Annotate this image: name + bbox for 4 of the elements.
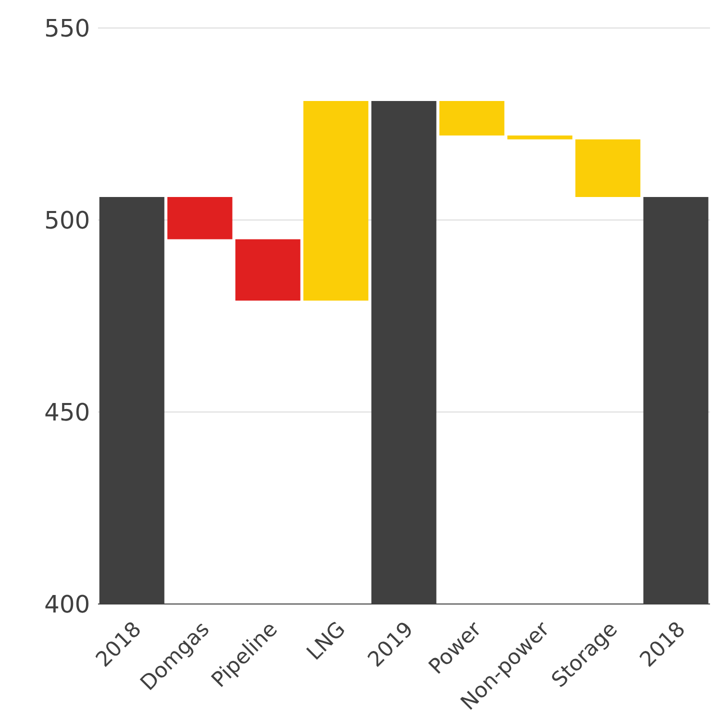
y-tick-label: 400: [44, 590, 90, 619]
y-tick-label: 550: [44, 14, 90, 43]
y-tick-label: 450: [44, 398, 90, 427]
y-tick-label: 500: [44, 206, 90, 235]
